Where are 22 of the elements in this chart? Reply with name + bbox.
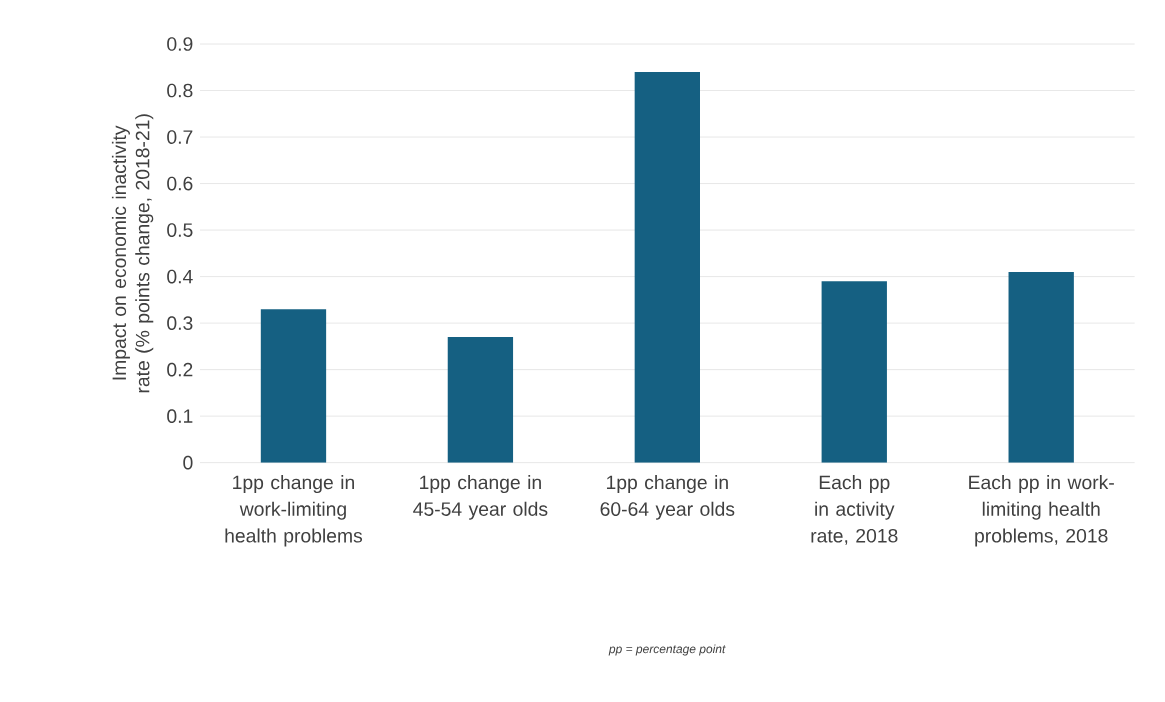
x-tick-label: Each pp in work-limiting health problems, 2018 (969, 475, 1114, 547)
text: pp = percentage point (608, 644, 726, 656)
bar (821, 281, 887, 463)
y-tick-label: 0.4 (167, 269, 193, 284)
x-tick-label: Each pp in activity rate, 2018 (811, 475, 898, 545)
y-tick-label: 0.1 (167, 409, 193, 423)
x-tick-label: 1pp change in work-limiting health problems (225, 475, 363, 547)
y-tick-label: 0.2 (167, 362, 193, 377)
y-tick-label: 0.3 (167, 316, 193, 330)
y-tick-label: 0.5 (167, 223, 193, 237)
y-tick-label: 0 (183, 455, 193, 470)
y-axis-title: Impact on economic inactivity rate (% points change, 2018-21) (111, 114, 154, 393)
bar (1008, 271, 1074, 463)
y-tick-label: 0.6 (167, 176, 193, 191)
bar (260, 309, 327, 463)
bar (447, 337, 514, 463)
y-tick-label: 0.7 (167, 130, 193, 144)
x-tick-label: 1pp change in 45-54 year olds (413, 475, 548, 520)
y-tick-label: 0.8 (167, 83, 193, 98)
bar (634, 71, 700, 463)
x-tick-label: 1pp change in 60-64 year olds (600, 475, 735, 520)
y-tick-label: 0.9 (167, 37, 193, 51)
